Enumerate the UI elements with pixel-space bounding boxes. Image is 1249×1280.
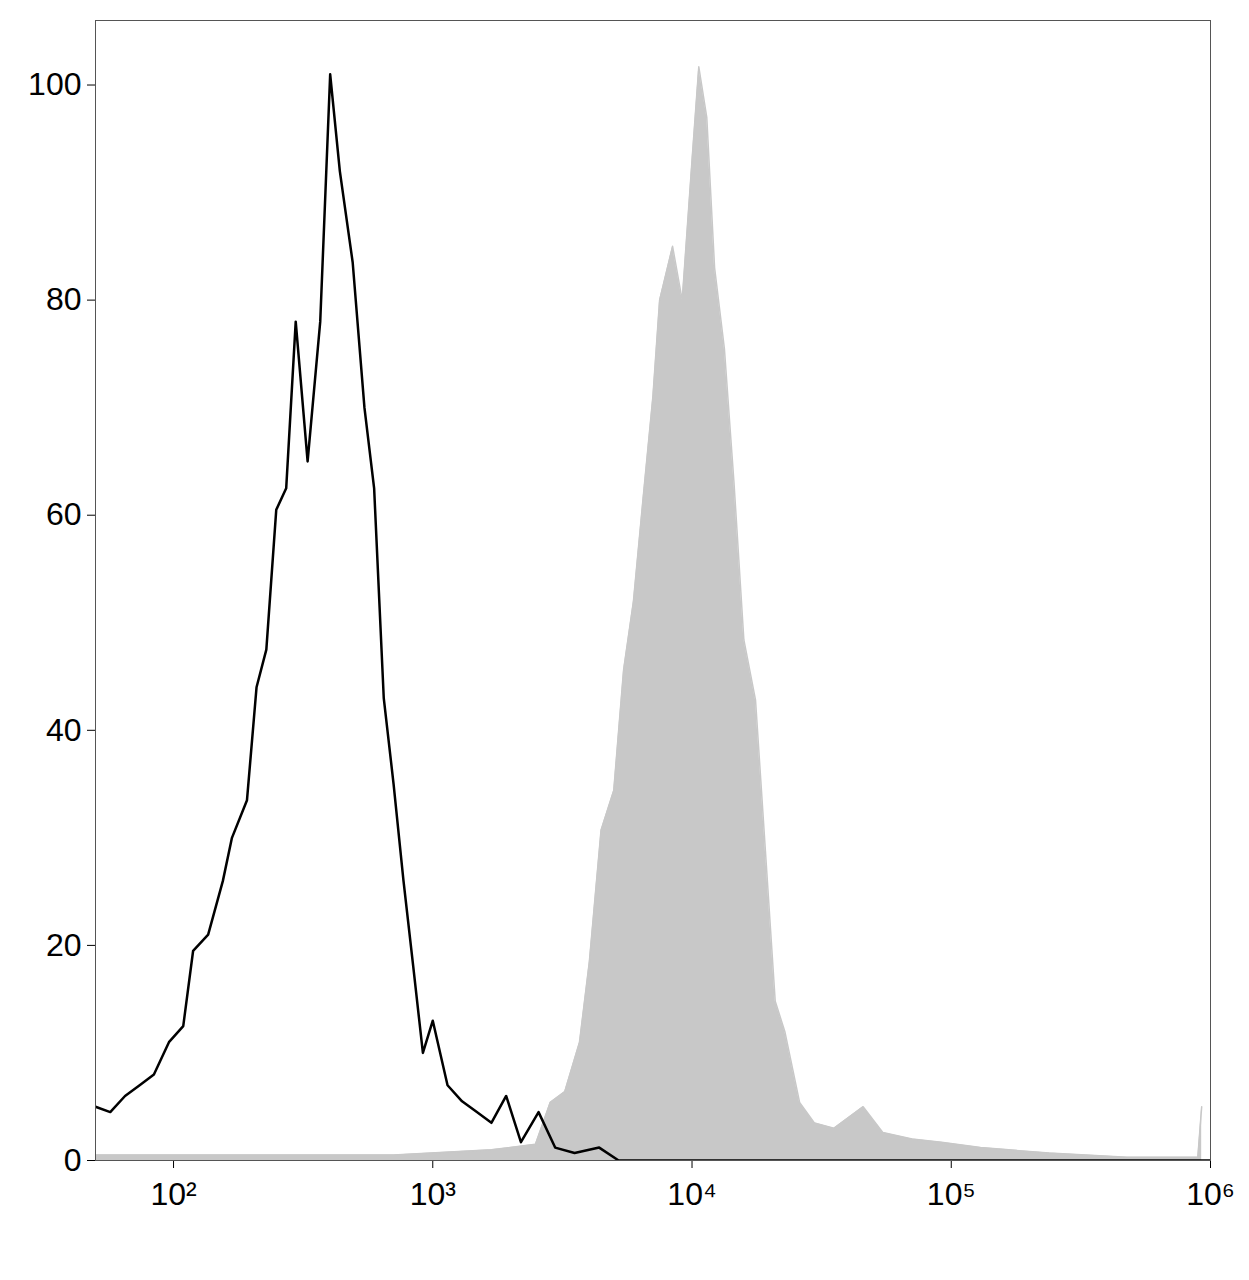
svg-text:10⁵: 10⁵ — [927, 1176, 976, 1212]
svg-text:60: 60 — [46, 496, 82, 532]
svg-text:20: 20 — [46, 927, 82, 963]
svg-text:80: 80 — [46, 281, 82, 317]
svg-text:40: 40 — [46, 712, 82, 748]
svg-text:10⁴: 10⁴ — [667, 1176, 716, 1212]
svg-text:10²: 10² — [150, 1176, 197, 1212]
svg-text:10⁶: 10⁶ — [1186, 1176, 1235, 1212]
svg-text:100: 100 — [28, 66, 81, 102]
svg-text:0: 0 — [64, 1142, 82, 1178]
svg-text:10³: 10³ — [410, 1176, 457, 1212]
